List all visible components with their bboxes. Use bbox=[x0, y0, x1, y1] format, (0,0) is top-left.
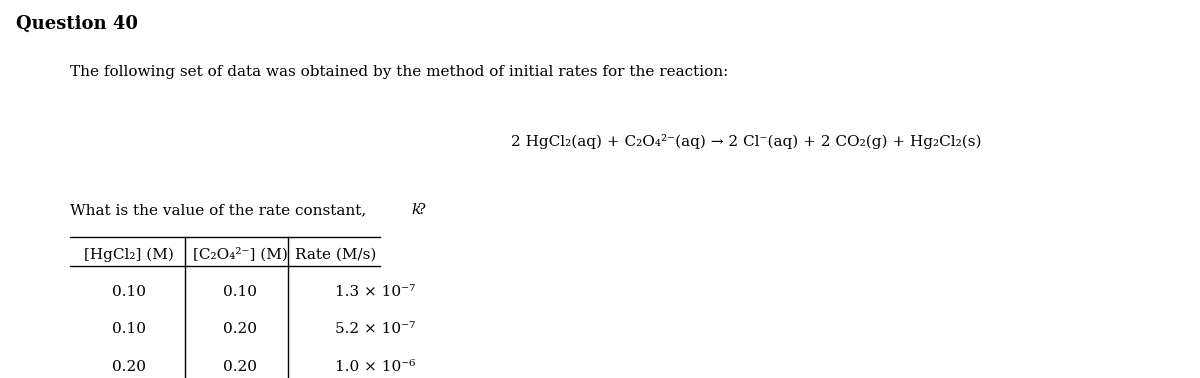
Text: 1.3 × 10⁻⁷: 1.3 × 10⁻⁷ bbox=[336, 285, 415, 299]
Text: ?: ? bbox=[418, 203, 426, 217]
Text: 0.20: 0.20 bbox=[223, 360, 257, 374]
Text: Rate (M/s): Rate (M/s) bbox=[295, 248, 376, 262]
Text: 2 HgCl₂(aq) + C₂O₄²⁻(aq) → 2 Cl⁻(aq) + 2 CO₂(g) + Hg₂Cl₂(s): 2 HgCl₂(aq) + C₂O₄²⁻(aq) → 2 Cl⁻(aq) + 2… bbox=[511, 134, 982, 149]
Text: [HgCl₂] (M): [HgCl₂] (M) bbox=[84, 248, 174, 262]
Text: 0.10: 0.10 bbox=[223, 285, 257, 299]
Text: 0.10: 0.10 bbox=[113, 285, 146, 299]
Text: 5.2 × 10⁻⁷: 5.2 × 10⁻⁷ bbox=[336, 322, 415, 336]
Text: 0.20: 0.20 bbox=[223, 322, 257, 336]
Text: k: k bbox=[412, 203, 421, 217]
Text: The following set of data was obtained by the method of initial rates for the re: The following set of data was obtained b… bbox=[70, 65, 728, 79]
Text: Question 40: Question 40 bbox=[16, 15, 138, 33]
Text: 0.10: 0.10 bbox=[113, 322, 146, 336]
Text: 1.0 × 10⁻⁶: 1.0 × 10⁻⁶ bbox=[336, 360, 416, 374]
Text: 0.20: 0.20 bbox=[113, 360, 146, 374]
Text: What is the value of the rate constant,: What is the value of the rate constant, bbox=[70, 203, 371, 217]
Text: [C₂O₄²⁻] (M): [C₂O₄²⁻] (M) bbox=[193, 248, 288, 262]
